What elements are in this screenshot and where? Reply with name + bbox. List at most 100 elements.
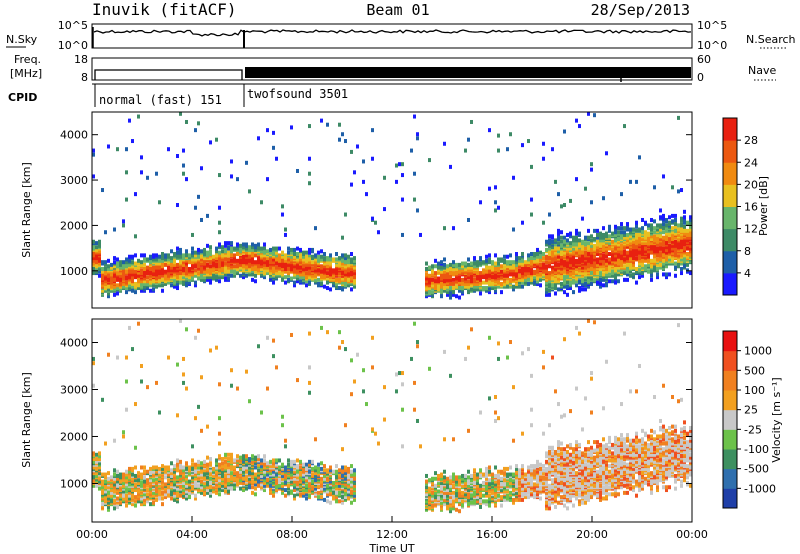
power-cell bbox=[656, 242, 659, 247]
power-cell bbox=[686, 262, 689, 267]
power-cell bbox=[101, 269, 104, 274]
power-cell bbox=[296, 273, 299, 278]
power-cell bbox=[629, 179, 632, 184]
power-cell bbox=[206, 258, 209, 263]
power-cell bbox=[677, 115, 680, 120]
power-cell bbox=[656, 272, 659, 277]
power-cell bbox=[638, 227, 641, 232]
power-cell bbox=[650, 268, 653, 273]
power-cell bbox=[179, 271, 182, 276]
power-cell bbox=[557, 287, 560, 292]
power-cell bbox=[566, 284, 569, 289]
velocity-cell bbox=[227, 485, 230, 490]
power-cell bbox=[323, 256, 326, 261]
velocity-cell bbox=[257, 454, 260, 459]
power-cell bbox=[494, 275, 497, 280]
velocity-cell bbox=[158, 476, 161, 481]
velocity-cell bbox=[179, 462, 182, 467]
power-cell bbox=[335, 257, 338, 262]
velocity-cell bbox=[137, 496, 140, 501]
power-cell bbox=[206, 213, 209, 218]
velocity-cell bbox=[173, 488, 176, 493]
power-cell bbox=[566, 238, 569, 243]
power-cell bbox=[416, 136, 419, 141]
velocity-cell bbox=[182, 356, 185, 361]
velocity-cell bbox=[221, 464, 224, 469]
velocity-cell bbox=[185, 489, 188, 494]
power-cell bbox=[611, 261, 614, 266]
power-cell bbox=[215, 253, 218, 258]
power-cell bbox=[317, 277, 320, 282]
power-cell bbox=[341, 253, 344, 258]
power-cell bbox=[671, 237, 674, 242]
power-cell bbox=[449, 271, 452, 276]
power-cell bbox=[518, 280, 521, 285]
power-cell bbox=[494, 200, 497, 205]
power-cell bbox=[521, 277, 524, 282]
power-cell bbox=[464, 261, 467, 266]
power-cell bbox=[587, 279, 590, 284]
velocity-cell bbox=[92, 451, 95, 456]
velocity-cell bbox=[149, 502, 152, 507]
velocity-cell bbox=[257, 344, 260, 349]
power-cell bbox=[575, 177, 578, 182]
power-cell bbox=[293, 266, 296, 271]
power-cell bbox=[200, 275, 203, 280]
power-cell bbox=[227, 268, 230, 273]
power-cell bbox=[572, 235, 575, 240]
power-cell bbox=[683, 217, 686, 222]
power-cell bbox=[224, 243, 227, 248]
power-cell bbox=[689, 271, 692, 276]
power-cell bbox=[107, 283, 110, 288]
power-cell bbox=[599, 231, 602, 236]
velocity-cell bbox=[284, 479, 287, 484]
velocity-cell bbox=[209, 483, 212, 488]
power-cell bbox=[569, 281, 572, 286]
power-cell bbox=[662, 264, 665, 269]
power-cell bbox=[617, 279, 620, 284]
power-cell bbox=[176, 246, 179, 251]
power-cell bbox=[158, 264, 161, 269]
power-cell bbox=[575, 231, 578, 236]
power-cell bbox=[326, 256, 329, 261]
velocity-cell bbox=[227, 489, 230, 494]
power-cell bbox=[647, 269, 650, 274]
power-cell bbox=[554, 246, 557, 251]
power-cell bbox=[197, 121, 200, 126]
power-cell bbox=[497, 265, 500, 270]
velocity-cell bbox=[182, 488, 185, 493]
power-cell bbox=[623, 252, 626, 257]
power-cell bbox=[269, 271, 272, 276]
velocity-cell bbox=[284, 468, 287, 473]
power-cell bbox=[134, 281, 137, 286]
power-cell bbox=[551, 239, 554, 244]
power-cell bbox=[275, 256, 278, 261]
power-cell bbox=[506, 269, 509, 274]
power-cell bbox=[671, 213, 674, 218]
power-cell bbox=[419, 232, 422, 237]
power-cell bbox=[284, 253, 287, 258]
power-cell bbox=[530, 212, 533, 217]
velocity-cell bbox=[263, 478, 266, 483]
power-cell bbox=[593, 260, 596, 265]
velocity-cell bbox=[110, 493, 113, 498]
power-cell bbox=[545, 247, 548, 252]
power-cell bbox=[176, 286, 179, 291]
power-cell bbox=[680, 266, 683, 271]
power-cell bbox=[536, 247, 539, 252]
power-cell bbox=[584, 186, 587, 191]
velocity-cell bbox=[137, 499, 140, 504]
freq-left-tick-bottom: 8 bbox=[81, 71, 88, 84]
power-cell bbox=[134, 275, 137, 280]
velocity-cell bbox=[137, 489, 140, 494]
power-cell bbox=[626, 261, 629, 266]
power-cell bbox=[602, 264, 605, 269]
velocity-cell bbox=[134, 478, 137, 483]
power-cell bbox=[272, 257, 275, 262]
power-cell bbox=[617, 268, 620, 273]
power-cell bbox=[590, 234, 593, 239]
power-colorbar-swatch bbox=[723, 140, 737, 163]
power-cell bbox=[266, 128, 269, 133]
power-cell bbox=[281, 250, 284, 255]
